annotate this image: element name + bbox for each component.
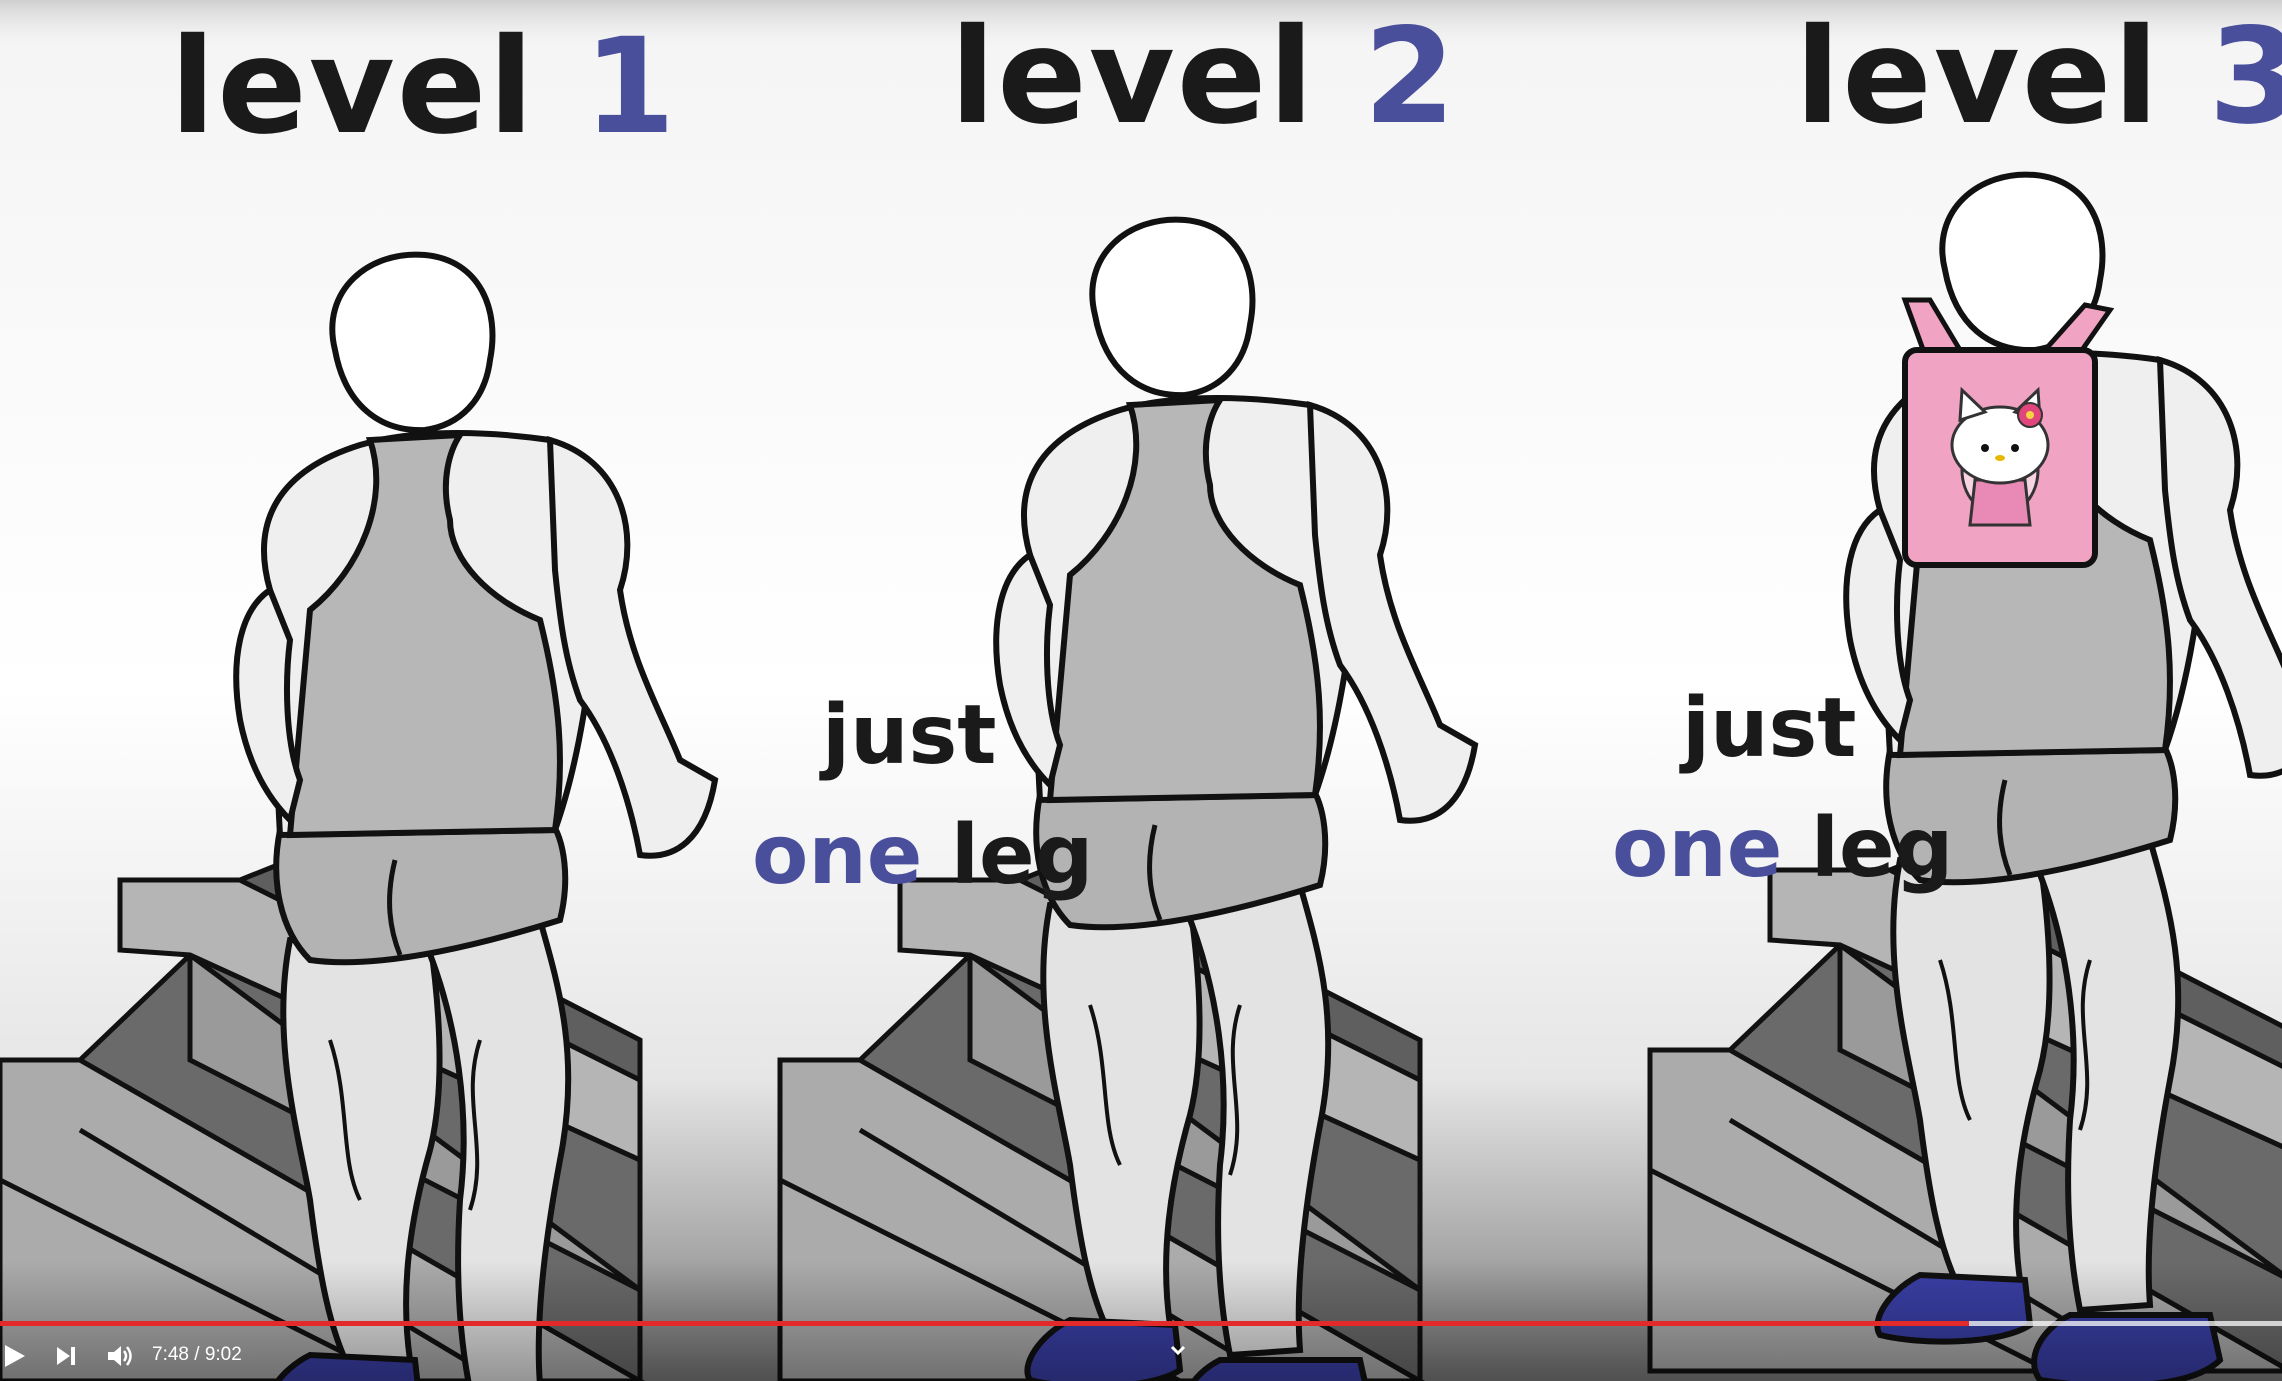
panel-title-1: level 1 xyxy=(170,10,678,164)
volume-button[interactable] xyxy=(100,1336,140,1376)
panel-title-3: level 3 xyxy=(1795,0,2282,154)
panel-caption-3: just one leg xyxy=(1612,681,1954,896)
time-current: 7:48 xyxy=(152,1344,189,1365)
kitty-icon xyxy=(1950,386,2050,527)
play-button[interactable] xyxy=(0,1336,34,1376)
play-icon xyxy=(5,1345,25,1367)
progress-played xyxy=(0,1321,1970,1326)
chevron-down-button[interactable] xyxy=(1166,1338,1190,1362)
next-button[interactable] xyxy=(46,1336,86,1376)
progress-bar[interactable] xyxy=(0,1321,2282,1326)
player-control-bar: 7:48 / 9:02 xyxy=(0,1330,2282,1381)
volume-icon xyxy=(108,1346,132,1366)
panel-caption-2: just one leg xyxy=(752,688,1094,903)
time-total: 9:02 xyxy=(204,1344,242,1365)
chevron-down-icon xyxy=(1170,1345,1186,1356)
time-separator: / xyxy=(188,1344,205,1365)
time-display: 7:48 / 9:02 xyxy=(152,1344,242,1366)
panel-title-2: level 2 xyxy=(950,0,1458,154)
next-icon xyxy=(57,1347,75,1365)
hello-kitty-backpack xyxy=(1901,297,2115,568)
